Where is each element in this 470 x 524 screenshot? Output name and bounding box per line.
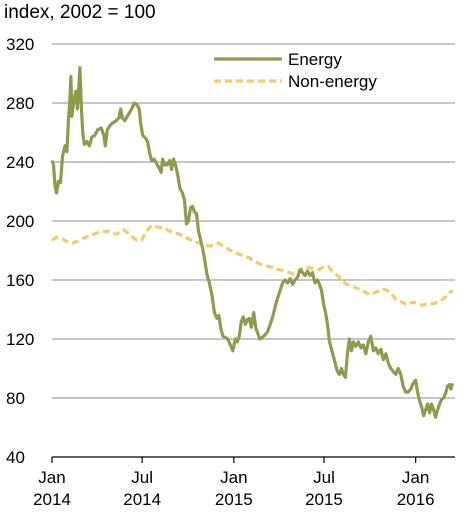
x-tick-year: 2014 xyxy=(123,490,161,509)
x-tick-year: 2016 xyxy=(397,490,435,509)
x-tick-label: Jan 2016 xyxy=(397,468,435,509)
x-tick-year: 2015 xyxy=(215,490,253,509)
x-tick-label: Jan 2015 xyxy=(215,468,253,509)
x-tick-month: Jan xyxy=(220,468,247,487)
x-tick-label: Jul 2015 xyxy=(305,468,343,509)
y-tick-label: 80 xyxy=(6,389,25,408)
legend-label: Energy xyxy=(288,50,342,69)
y-tick-label: 40 xyxy=(6,448,25,467)
y-tick-label: 320 xyxy=(6,35,34,54)
series-line-energy xyxy=(50,66,455,419)
x-tick-month: Jul xyxy=(131,468,153,487)
x-tick-label: Jul 2014 xyxy=(123,468,161,509)
y-axis-unit-label: index, 2002 = 100 xyxy=(4,2,156,23)
x-tick-year: 2014 xyxy=(33,490,71,509)
y-tick-label: 200 xyxy=(6,212,34,231)
legend-label: Non-energy xyxy=(288,72,377,91)
x-tick-month: Jan xyxy=(38,468,65,487)
y-tick-label: 160 xyxy=(6,271,34,290)
x-tick-year: 2015 xyxy=(305,490,343,509)
x-tick-month: Jan xyxy=(402,468,429,487)
y-tick-label: 240 xyxy=(6,153,34,172)
y-tick-label: 280 xyxy=(6,94,34,113)
series-line-non-energy xyxy=(51,223,454,307)
x-tick-month: Jul xyxy=(313,468,335,487)
x-tick-label: Jan 2014 xyxy=(33,468,71,509)
y-tick-label: 120 xyxy=(6,330,34,349)
